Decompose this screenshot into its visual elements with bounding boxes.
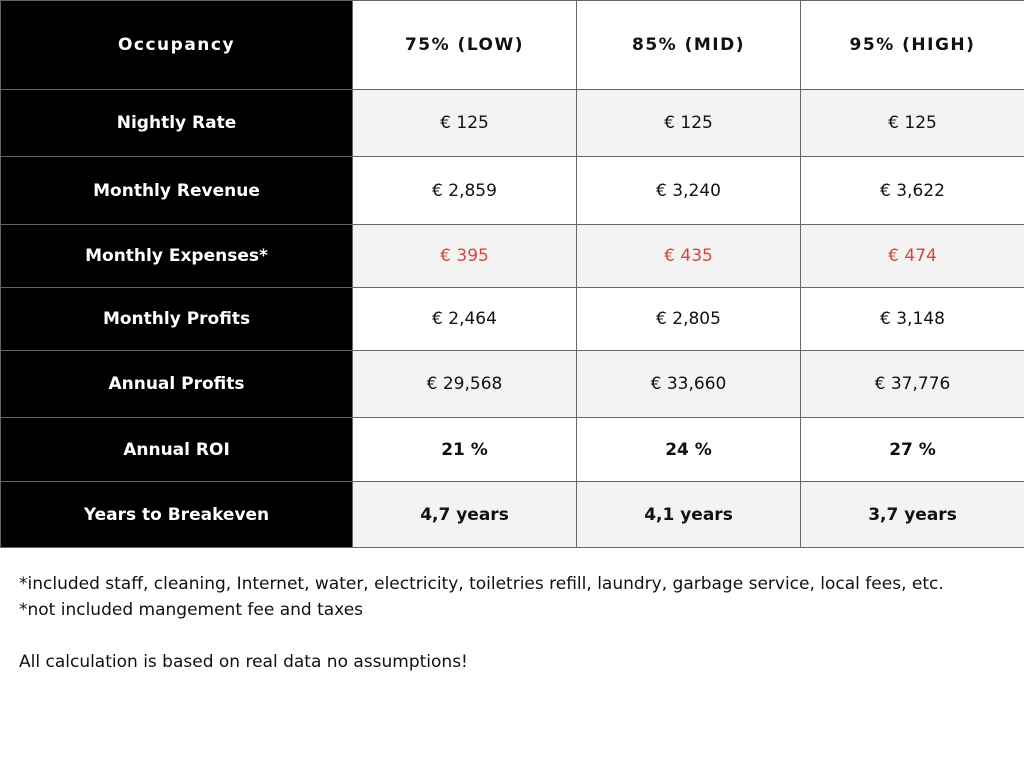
row-label: Nightly Rate [0, 89, 353, 157]
table-row: Monthly Expenses* € 395 € 435 € 474 [0, 224, 1024, 288]
table-cell: € 37,776 [800, 350, 1024, 418]
profit-table: Occupancy 75% (LOW) 85% (MID) 95% (HIGH) Ni… [0, 0, 1024, 548]
table-cell: 21 % [352, 417, 577, 482]
table-cell: 4,7 years [352, 481, 577, 548]
row-label: Monthly Profits [0, 287, 353, 351]
row-label: Years to Breakeven [0, 481, 353, 548]
notes: *included staff, cleaning, Internet, wat… [19, 571, 944, 675]
header-row: Occupancy 75% (LOW) 85% (MID) 95% (HIGH) [0, 0, 1024, 90]
table-row: Nightly Rate € 125 € 125 € 125 [0, 89, 1024, 157]
table-cell: € 2,805 [576, 287, 801, 351]
table-cell: € 3,148 [800, 287, 1024, 351]
header-cell: Occupancy [0, 0, 353, 90]
note: *not included mangement fee and taxes [19, 600, 364, 620]
table-row: Annual Profits € 29,568 € 33,660 € 37,776 [0, 350, 1024, 418]
table-cell: € 3,622 [800, 156, 1024, 225]
table-cell: € 2,464 [352, 287, 577, 351]
table-cell: 27 % [800, 417, 1024, 482]
table-cell: € 125 [352, 89, 577, 157]
table-row: Monthly Profits € 2,464 € 2,805 € 3,148 [0, 287, 1024, 351]
row-label: Monthly Expenses* [0, 224, 353, 288]
table-row: Annual ROI 21 % 24 % 27 % [0, 417, 1024, 482]
row-label: Monthly Revenue [0, 156, 353, 225]
header-cell: 85% (MID) [576, 0, 801, 90]
table-row: Years to Breakeven 4,7 years 4,1 years 3,7 … [0, 481, 1024, 548]
table-cell: € 395 [352, 224, 577, 288]
table-cell: 4,1 years [576, 481, 801, 548]
table-cell: € 3,240 [576, 156, 801, 225]
table-cell: 24 % [576, 417, 801, 482]
table-cell: € 125 [800, 89, 1024, 157]
note: *included staff, cleaning, Internet, wat… [19, 574, 944, 594]
table-cell: € 29,568 [352, 350, 577, 418]
row-label: Annual ROI [0, 417, 353, 482]
header-cell: 75% (LOW) [352, 0, 577, 90]
table-cell: € 2,859 [352, 156, 577, 225]
table-cell: € 33,660 [576, 350, 801, 418]
table-cell: € 474 [800, 224, 1024, 288]
header-cell: 95% (HIGH) [800, 0, 1024, 90]
table-cell: € 125 [576, 89, 801, 157]
note: All calculation is based on real data no… [19, 652, 468, 672]
row-label: Annual Profits [0, 350, 353, 418]
table-cell: € 435 [576, 224, 801, 288]
table-cell: 3,7 years [800, 481, 1024, 548]
table-row: Monthly Revenue € 2,859 € 3,240 € 3,622 [0, 156, 1024, 225]
